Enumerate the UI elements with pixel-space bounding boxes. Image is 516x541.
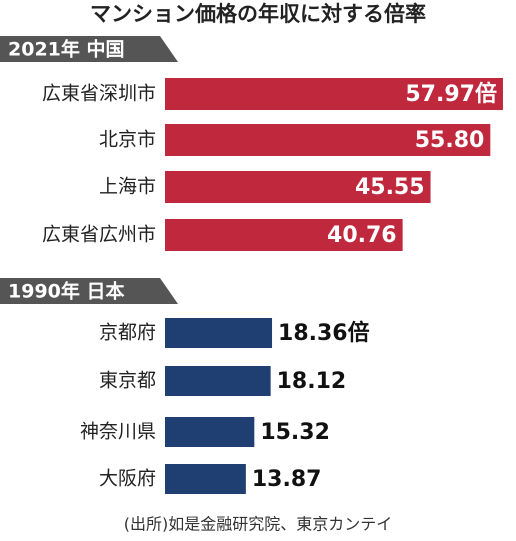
bar [165, 171, 431, 203]
bar [165, 366, 271, 396]
value-label: 40.76 [327, 223, 397, 248]
bar [165, 464, 246, 494]
bar [165, 219, 403, 251]
section-title: 1990年 日本 [8, 280, 125, 303]
category-label: 神奈川県 [80, 421, 156, 443]
value-label: 18.12 [277, 369, 347, 394]
value-label: 45.55 [355, 175, 425, 200]
value-label: 57.97倍 [405, 81, 497, 107]
bar [165, 417, 255, 447]
source: (出所)如是金融研究院、東京カンテイ [124, 515, 393, 534]
category-label: 上海市 [99, 176, 156, 198]
value-label: 55.80 [415, 128, 485, 153]
bar [165, 78, 503, 110]
section-title: 2021年 中国 [8, 38, 125, 61]
category-label: 東京都 [99, 370, 156, 392]
value-label: 18.36倍 [278, 320, 370, 346]
section-header [0, 278, 178, 304]
value-label: 15.32 [260, 420, 330, 445]
category-label: 京都府 [99, 322, 156, 344]
bar [165, 124, 491, 156]
category-label: 広東省広州市 [42, 224, 156, 246]
category-label: 大阪府 [99, 468, 156, 490]
bar [165, 318, 273, 348]
category-label: 北京市 [99, 129, 156, 151]
category-label: 広東省深圳市 [42, 83, 156, 105]
value-label: 13.87 [252, 467, 322, 492]
section-header [0, 36, 178, 62]
chart-title: マンション価格の年収に対する倍率 [90, 2, 426, 26]
